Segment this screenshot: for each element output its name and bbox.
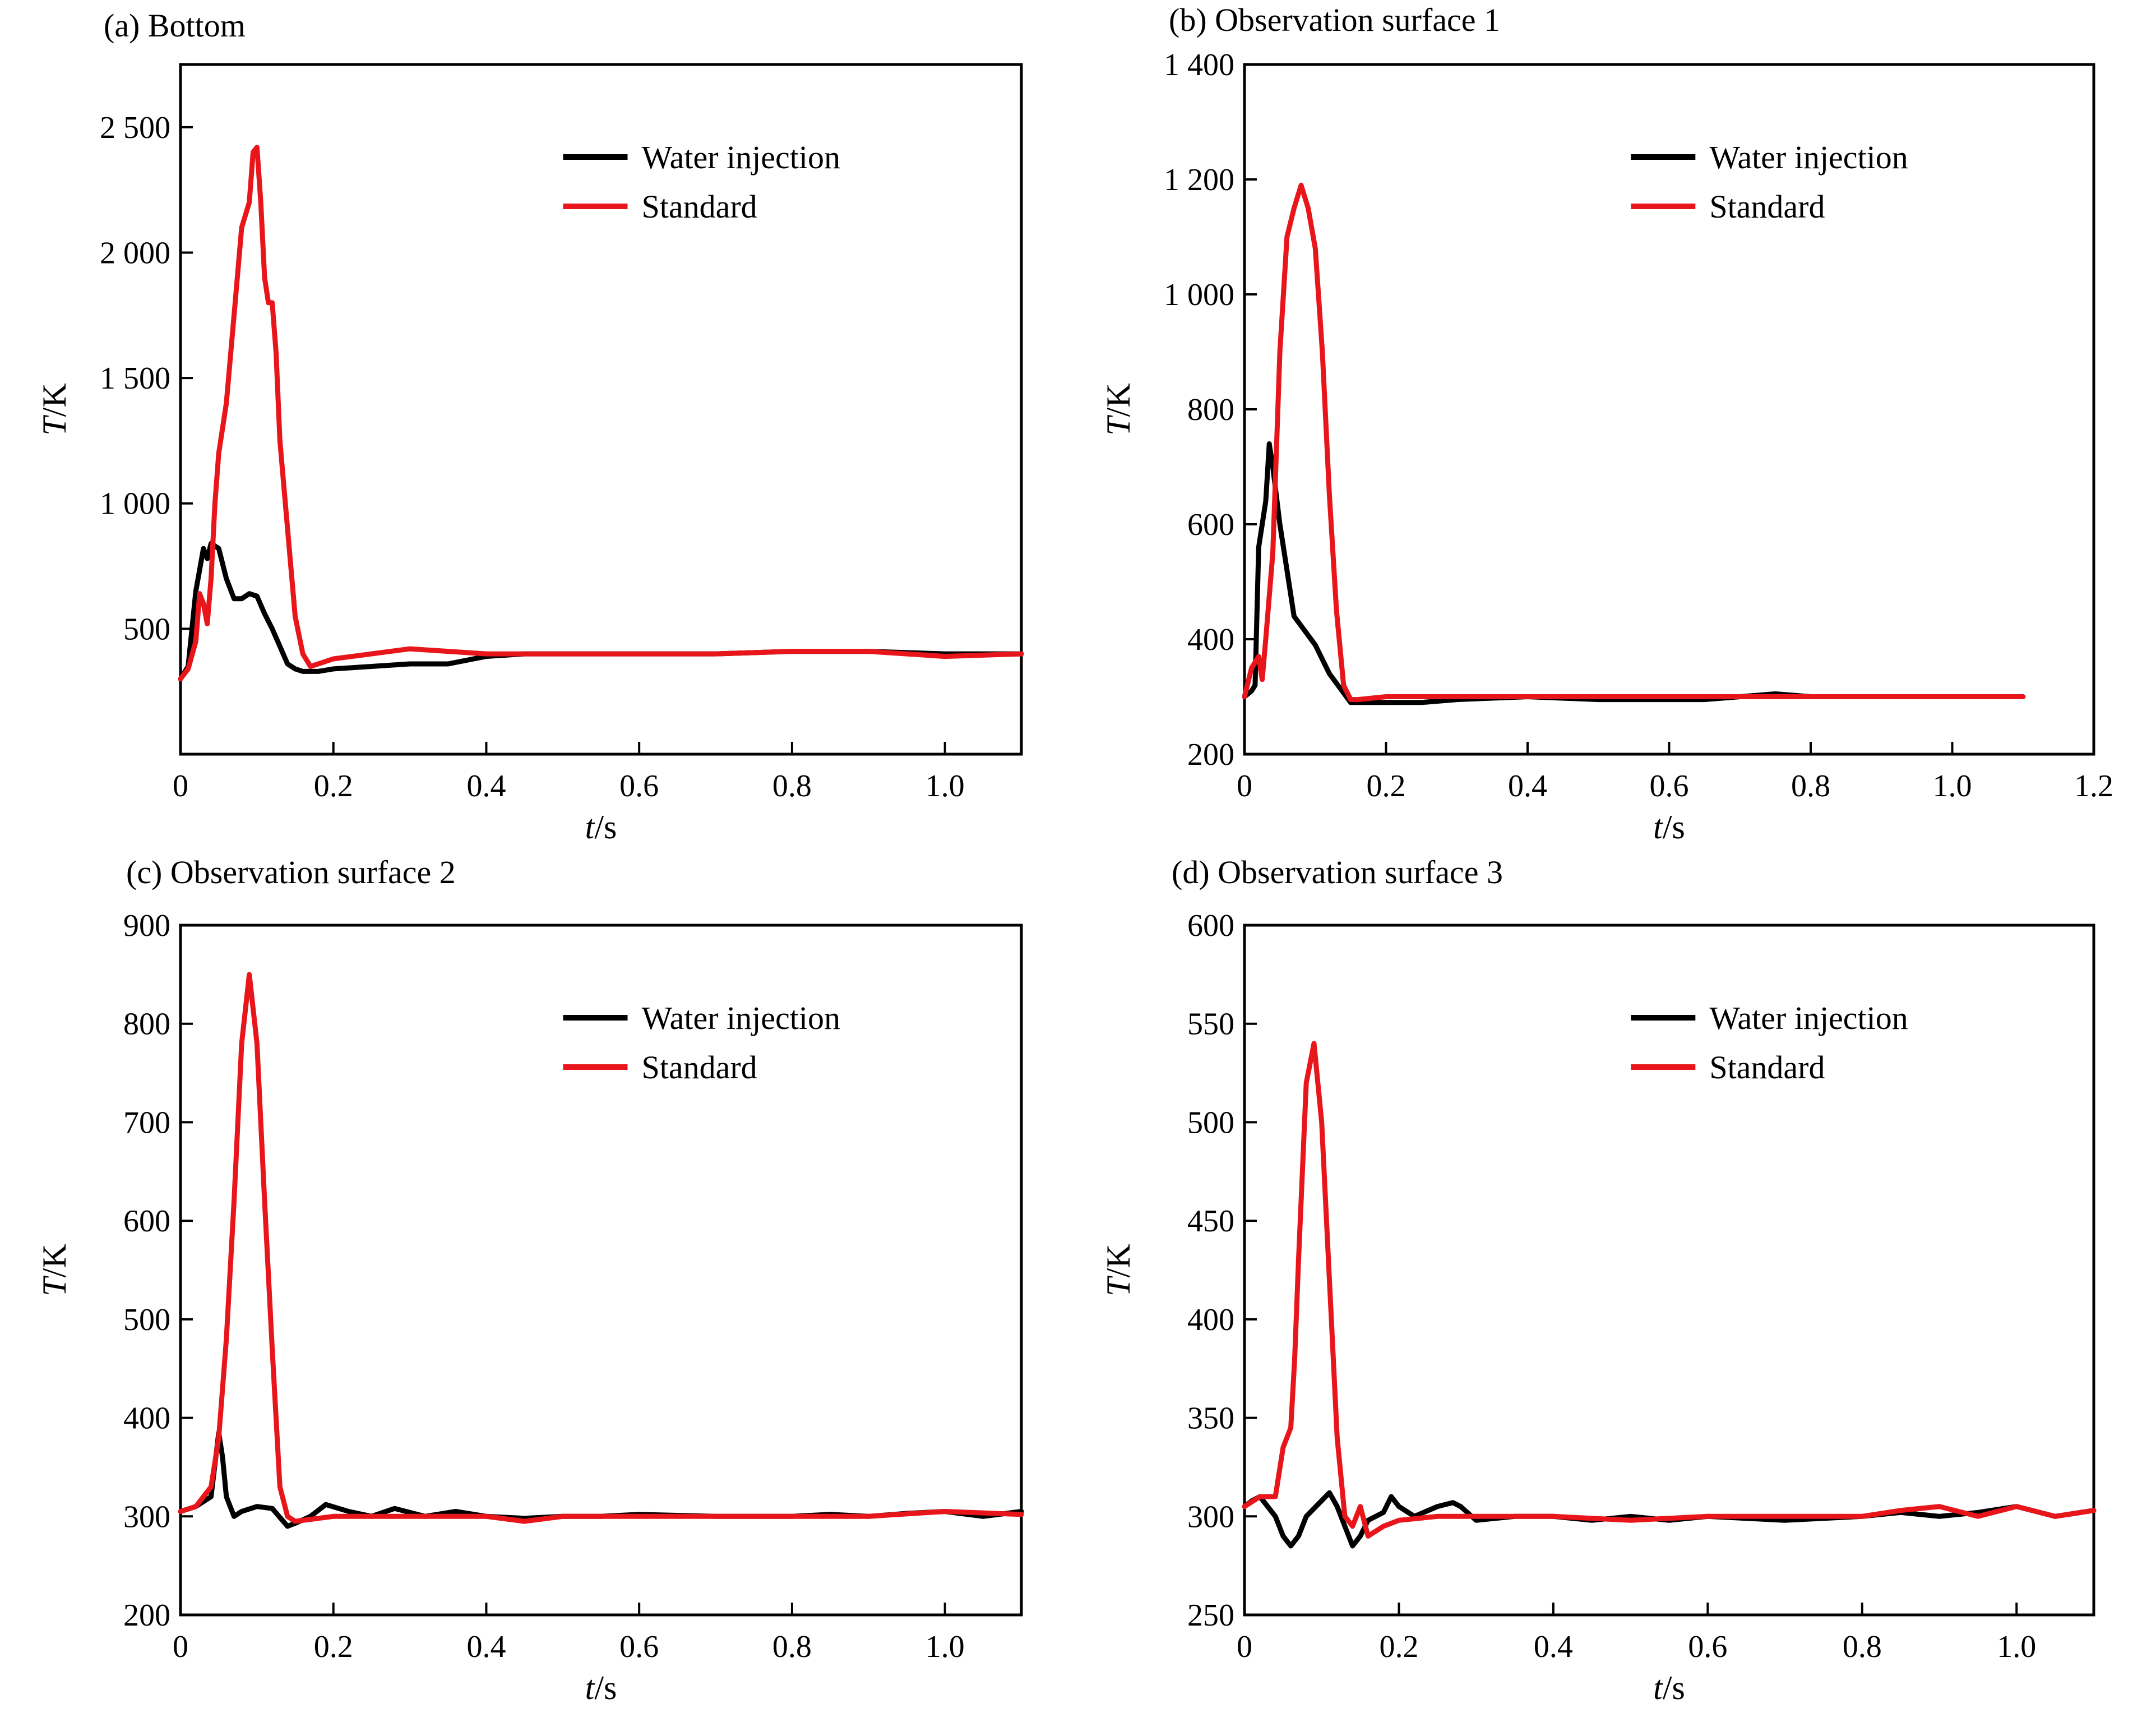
panel-a-y-axis-label: T/K	[36, 383, 73, 435]
panel-b-x-tick-label: 0.4	[1508, 769, 1547, 804]
panel-d-x-tick-label: 0.4	[1534, 1629, 1573, 1664]
panel-b-legend-label-standard: Standard	[1709, 188, 1825, 225]
panel-b-x-tick-label: 0.2	[1367, 769, 1406, 804]
panel-c-title: (c) Observation surface 2	[126, 854, 456, 890]
panel-a-y-tick-label: 2 000	[100, 236, 170, 270]
panel-d-title: (d) Observation surface 3	[1172, 854, 1503, 890]
panel-d-y-axis-label: T/K	[1100, 1244, 1137, 1296]
panel-c-y-axis-label: T/K	[36, 1244, 73, 1296]
panel-b-x-tick-label: 0.8	[1791, 769, 1830, 804]
panel-b-y-tick-label: 200	[1187, 737, 1234, 772]
panel-b-series-water-injection-line	[1242, 441, 2026, 705]
panel-c-x-axis-label: t/s	[585, 1669, 617, 1706]
panel-b-series-standard-line	[1242, 182, 2026, 703]
panel-b-y-tick-label: 1 200	[1164, 163, 1234, 197]
panel-d-legend-label-standard: Standard	[1709, 1049, 1825, 1086]
panel-d-series-standard-line	[1242, 1041, 2097, 1539]
panel-b-y-tick-label: 1 000	[1164, 278, 1234, 312]
panel-d-y-tick-label: 300	[1187, 1499, 1234, 1534]
panel-d-y-tick-label: 450	[1187, 1204, 1234, 1239]
panel-d-y-tick-label: 500	[1187, 1105, 1234, 1140]
panel-c-series-standard-line	[178, 972, 1024, 1524]
panel-c-y-tick-label: 500	[123, 1303, 170, 1337]
panel-c-x-tick-label: 0	[173, 1629, 188, 1664]
panel-a-y-tick-label: 500	[123, 612, 170, 647]
panel-a-x-tick-label: 0.8	[772, 769, 812, 804]
panel-a-x-tick-label: 0	[173, 769, 188, 804]
panel-a-y-tick-label: 1 000	[100, 487, 170, 521]
panel-c-x-tick-label: 0.4	[466, 1629, 506, 1664]
panel-b-legend-label-water-injection: Water injection	[1709, 139, 1908, 176]
panel-c-y-tick-label: 700	[123, 1105, 170, 1140]
panel-d-y-tick-label: 400	[1187, 1303, 1234, 1337]
panel-d-x-tick-label: 0.2	[1379, 1629, 1418, 1664]
panel-c-y-tick-label: 600	[123, 1204, 170, 1239]
panel-b-y-tick-label: 1 400	[1164, 48, 1234, 82]
panel-d-y-tick-label: 350	[1187, 1401, 1234, 1436]
panel-c-y-tick-label: 400	[123, 1401, 170, 1436]
panel-b-x-tick-label: 0	[1237, 769, 1252, 804]
panel-a-y-tick-label: 1 500	[100, 361, 170, 396]
panel-d-observation-surface-3: (d) Observation surface 3 0 0.2 0.4 0.6 0.8 1…	[1100, 854, 2097, 1706]
panel-d-x-tick-label: 0.8	[1843, 1629, 1882, 1664]
panel-a-legend-label-water-injection: Water injection	[642, 139, 840, 176]
panel-a-y-tick-label: 2 500	[100, 110, 170, 145]
panel-c-x-tick-label: 0.6	[619, 1629, 659, 1664]
panel-d-plot-frame	[1243, 924, 2095, 1617]
panel-c-x-tick-label: 0.2	[314, 1629, 353, 1664]
panel-d-x-tick-label: 0.6	[1688, 1629, 1727, 1664]
panel-c-y-tick-label: 900	[123, 908, 170, 943]
panel-d-legend-label-water-injection: Water injection	[1709, 1000, 1908, 1036]
panel-a-x-axis-label: t/s	[585, 809, 617, 846]
panel-a-x-tick-label: 1.0	[926, 769, 965, 804]
panel-b-y-tick-label: 400	[1187, 622, 1234, 657]
panel-c-x-tick-label: 1.0	[926, 1629, 965, 1664]
panel-d-y-tick-label: 250	[1187, 1598, 1234, 1633]
panel-b-x-tick-label: 1.2	[2074, 769, 2113, 804]
panel-b-y-tick-label: 600	[1187, 507, 1234, 542]
panel-a-plot-frame	[179, 63, 1023, 756]
panel-b-x-tick-label: 1.0	[1933, 769, 1972, 804]
panel-c-x-tick-label: 0.8	[772, 1629, 812, 1664]
panel-b-x-axis-label: t/s	[1653, 809, 1685, 846]
panel-a-x-tick-label: 0.2	[314, 769, 353, 804]
panel-b-y-tick-label: 800	[1187, 393, 1234, 427]
panel-c-legend-label-water-injection: Water injection	[642, 1000, 840, 1036]
panel-c-y-tick-label: 300	[123, 1499, 170, 1534]
panel-b-title: (b) Observation surface 1	[1169, 2, 1500, 38]
panel-b-observation-surface-1: (b) Observation surface 1 0 0.2 0.4 0.6 0.8 1…	[1100, 2, 2113, 846]
panel-d-x-axis-label: t/s	[1653, 1669, 1685, 1706]
panel-c-y-tick-label: 800	[123, 1007, 170, 1042]
panel-d-x-tick-label: 0	[1237, 1629, 1252, 1664]
panel-d-y-tick-label: 550	[1187, 1007, 1234, 1042]
panel-a-title: (a) Bottom	[104, 7, 246, 44]
panel-a-series-standard-line	[178, 145, 1024, 682]
panel-c-legend-label-standard: Standard	[642, 1049, 757, 1086]
panel-a-bottom: (a) Bottom 0 0.2 0.4 0.6 0.8 1.0 500 1 000 1 500…	[36, 7, 1024, 846]
panel-d-y-tick-label: 600	[1187, 908, 1234, 943]
panel-b-y-axis-label: T/K	[1100, 383, 1137, 435]
panel-d-x-tick-label: 1.0	[1997, 1629, 2036, 1664]
panel-c-observation-surface-2: (c) Observation surface 2 0 0.2 0.4 0.6 0.8 1…	[36, 854, 1024, 1706]
panel-a-x-tick-label: 0.6	[619, 769, 659, 804]
panel-a-x-tick-label: 0.4	[466, 769, 506, 804]
panel-c-plot-frame	[179, 924, 1023, 1617]
panel-b-x-tick-label: 0.6	[1650, 769, 1689, 804]
panel-b-plot-frame	[1243, 63, 2095, 756]
panel-c-y-tick-label: 200	[123, 1598, 170, 1633]
panel-a-legend-label-standard: Standard	[642, 188, 757, 225]
